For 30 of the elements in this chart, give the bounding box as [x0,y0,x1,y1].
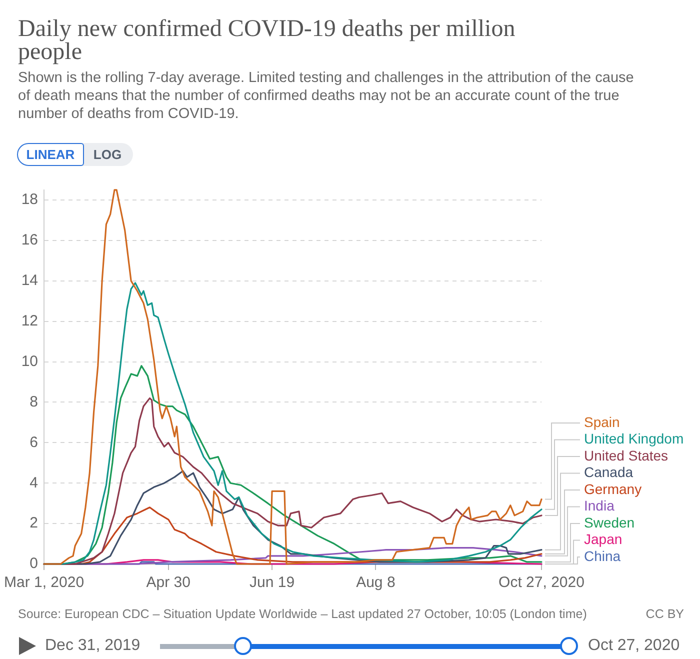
y-tick-label: 10 [21,352,38,370]
text: CC BY [646,606,684,622]
text: India [584,498,615,514]
y-tick-label: 14 [21,272,38,290]
text: Oct 27, 2020 [588,636,680,656]
text: Germany [584,480,642,497]
text: Sweden [584,514,635,530]
x-tick-label: Jun 19 [250,574,295,592]
source-note: Source: European CDC – Situation Update Worldwide – Last updated 27 October, 10:05 (London time) [18,606,587,622]
x-tick-label: Mar 1, 2020 [4,574,84,592]
chart-title: Daily new confirmed COVID-19 deaths per million people [18,16,516,65]
x-tick-label: Oct 27, 2020 [498,574,584,592]
x-tick-label: Apr 30 [146,574,190,592]
chart-subtitle: Shown is the rolling 7-day average. Limited testing and challenges in the attribution of the cause of death means that the number of confirmed deaths may not be an accurate count of the true number of deaths from COVID-19. [18,69,635,123]
text: Canada [584,464,634,480]
y-tick-label: 4 [30,474,38,492]
y-tick-label: 2 [30,514,38,532]
text: Japan [584,531,622,548]
y-tick-label: 16 [21,232,38,249]
y-tick-label: 0 [30,555,38,572]
y-tick-label: 18 [21,191,38,208]
y-tick-label: 8 [30,393,38,410]
y-tick-label: 6 [30,434,38,451]
text: United Kingdom [584,430,684,447]
text: Dec 31, 2019 [45,636,140,656]
text: Spain [584,414,620,430]
text: China [584,548,621,564]
y-tick-label: 12 [21,312,38,330]
x-tick-label: Aug 8 [356,574,396,592]
text: United States [584,447,668,464]
